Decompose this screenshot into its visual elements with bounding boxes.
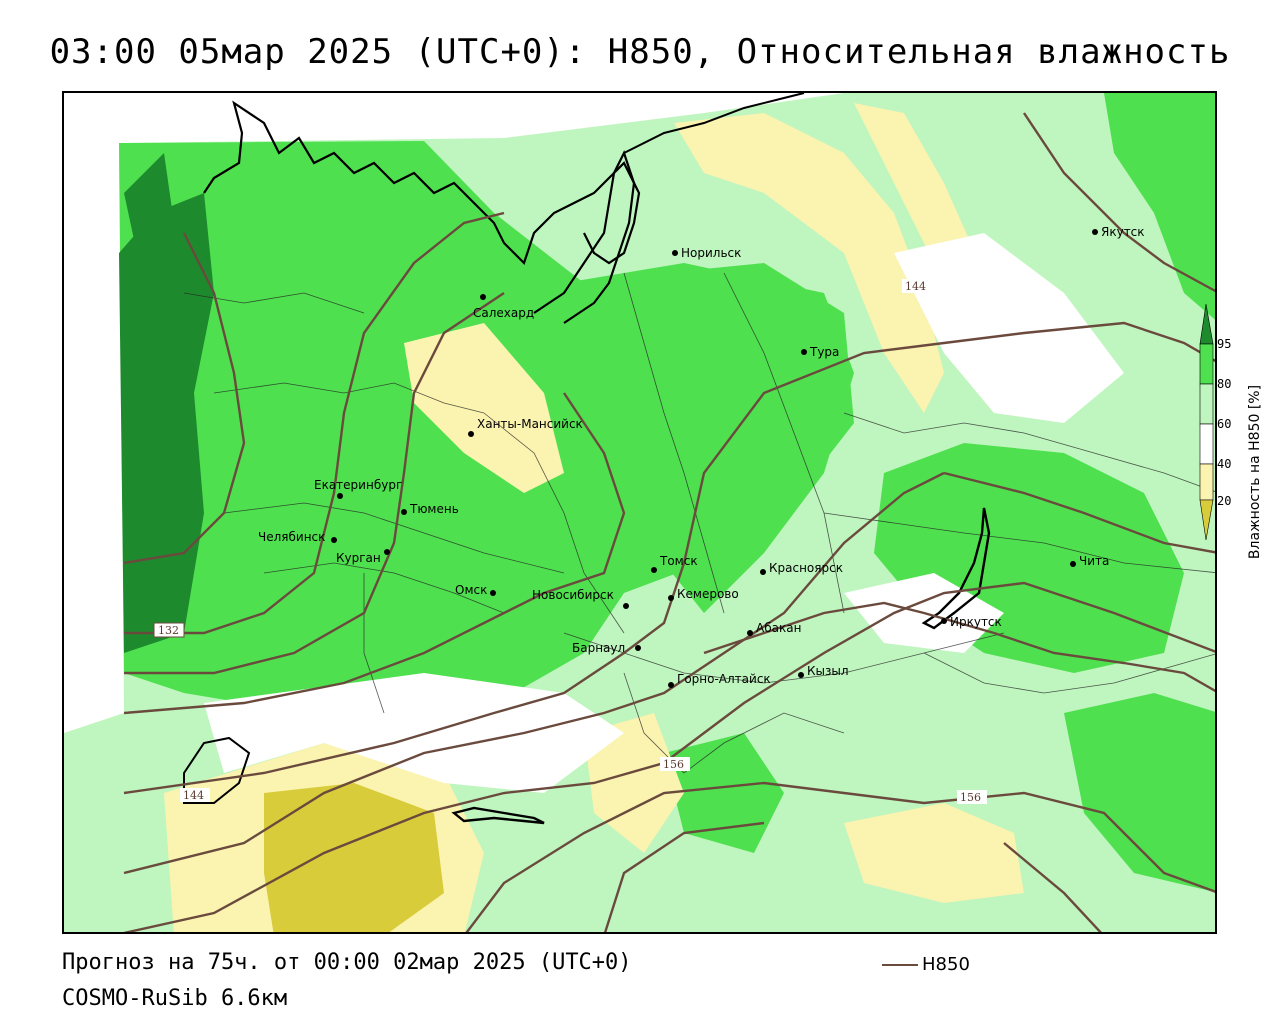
humid-40-60-north <box>894 233 1124 423</box>
humid-80-95-southeast <box>1064 693 1215 893</box>
city-label: Абакан <box>756 621 801 635</box>
humid-40-60-south <box>204 673 624 793</box>
humid-95-west <box>119 193 214 653</box>
colorbar-tick: 20 <box>1217 494 1231 508</box>
dry-20-40-khm <box>404 323 564 493</box>
humidity-colorbar: 95 80 60 40 20 <box>1199 303 1231 541</box>
dry-20-40-south <box>844 803 1024 903</box>
colorbar-arrow-bottom <box>1199 499 1214 541</box>
dry-below20-southwest <box>264 783 444 932</box>
contour-label: 144 <box>183 789 204 802</box>
city-label: Иркутск <box>950 615 1002 629</box>
contour-label: 156 <box>960 791 981 804</box>
city-label: Салехард <box>473 306 534 320</box>
h850-contours <box>123 112 1215 932</box>
city-label: Чита <box>1079 554 1109 568</box>
map-panel: 144 132 144 156 156 Якутск Норильск Сале… <box>62 91 1217 934</box>
contour-legend-label: H850 <box>922 954 970 975</box>
contour-labels: 144 132 144 156 156 <box>153 279 987 804</box>
city-label: Екатеринбург <box>314 478 402 492</box>
contour-label: 132 <box>158 624 179 637</box>
contour-legend: H850 <box>882 954 970 975</box>
colorbar-tick: 95 <box>1217 337 1231 351</box>
city-label: Кемерово <box>677 587 739 601</box>
city-label: Кызыл <box>807 664 849 678</box>
contour-label: 156 <box>663 758 684 771</box>
city-label: Тура <box>809 345 839 359</box>
city-label: Якутск <box>1101 225 1145 239</box>
colorbar-arrow-top <box>1199 303 1214 345</box>
colorbar-tick: 40 <box>1217 457 1231 471</box>
colorbar-tick: 60 <box>1217 417 1231 431</box>
coastline-taymyr <box>623 93 805 154</box>
colorbar-tick: 80 <box>1217 377 1231 391</box>
city-label: Тюмень <box>409 502 459 516</box>
city-label: Курган <box>336 551 381 565</box>
colorbar-title: Влажность на H850 [%] <box>1247 384 1263 560</box>
caspian-sea <box>183 736 251 804</box>
city-label: Ханты-Мансийск <box>477 417 583 431</box>
city-label: Челябинск <box>258 530 325 544</box>
admin-borders <box>183 272 1215 774</box>
city-label: Горно-Алтайск <box>677 672 771 686</box>
colorbar-title-wrap: Влажность на H850 [%] <box>1245 352 1265 592</box>
humid-80-95-northeast <box>1104 93 1215 320</box>
contour-label: 144 <box>905 280 926 293</box>
lake-balkhash <box>451 806 545 825</box>
lake-baikal <box>921 507 991 630</box>
humidity-map: 144 132 144 156 156 Якутск Норильск Сале… <box>64 93 1215 932</box>
coastline <box>203 100 641 266</box>
city-label: Красноярск <box>769 561 843 575</box>
humid-95-west-b <box>124 153 174 263</box>
model-name: COSMO-RuSib 6.6км <box>62 986 288 1011</box>
map-title: 03:00 05мар 2025 (UTC+0): H850, Относите… <box>49 32 1231 72</box>
humid-80-95-south <box>664 733 784 853</box>
city-label: Томск <box>659 554 698 568</box>
city-label: Омск <box>455 583 487 597</box>
city-label: Новосибирск <box>532 588 614 602</box>
city-label: Барнаул <box>572 641 625 655</box>
dry-20-40-north <box>674 113 944 413</box>
humid-80-95-central <box>564 263 854 613</box>
city-label: Норильск <box>681 246 741 260</box>
forecast-info: Прогноз на 75ч. от 00:00 02мар 2025 (UTC… <box>62 950 632 975</box>
contour-legend-swatch <box>882 963 918 966</box>
city-markers: Якутск Норильск Салехард Тура Ханты-Манс… <box>258 225 1145 688</box>
